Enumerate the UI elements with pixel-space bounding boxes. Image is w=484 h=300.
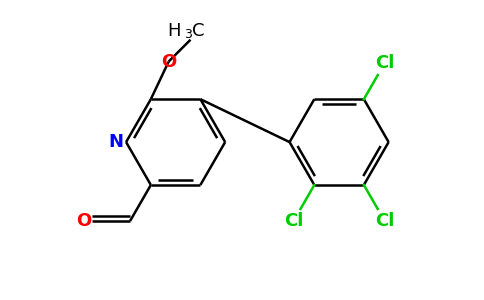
Text: H: H bbox=[167, 22, 181, 40]
Text: 3: 3 bbox=[184, 28, 193, 41]
Text: Cl: Cl bbox=[375, 212, 394, 230]
Text: Cl: Cl bbox=[284, 212, 303, 230]
Text: C: C bbox=[193, 22, 205, 40]
Text: O: O bbox=[76, 212, 91, 230]
Text: O: O bbox=[161, 52, 176, 70]
Text: Cl: Cl bbox=[375, 54, 394, 72]
Text: N: N bbox=[109, 133, 124, 151]
